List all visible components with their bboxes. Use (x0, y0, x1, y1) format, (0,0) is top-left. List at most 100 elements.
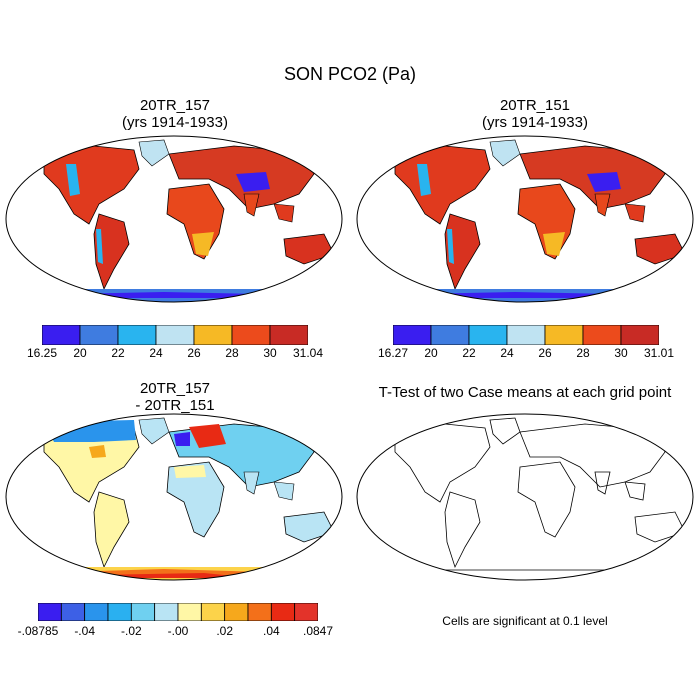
panel-1-title-line2: (yrs 1914-1933) (122, 114, 228, 131)
colorbar-swatch (42, 325, 81, 345)
panel-3-title: 20TR_157 - 20TR_151 (55, 380, 295, 414)
colorbar-tick-label: -.02 (120, 624, 142, 638)
colorbar-swatch (231, 325, 271, 345)
andes-cold (447, 229, 454, 264)
colorbar-swatch (247, 603, 272, 621)
south-america (444, 213, 481, 291)
panel-4-title: T-Test of two Case means at each grid po… (355, 384, 695, 401)
colorbar-tick-label: 22 (462, 346, 476, 360)
colorbar-tick-label: 31.04 (292, 346, 324, 360)
colorbar-tick-label: 24 (149, 346, 163, 360)
se-asia-outline (624, 481, 646, 501)
panel-3-title-line2: - 20TR_151 (135, 397, 215, 414)
colorbar-swatch (468, 325, 508, 345)
australia (283, 233, 335, 265)
se-asia (273, 203, 295, 223)
colorbar-swatch (130, 603, 156, 621)
africa-south (543, 232, 565, 256)
panel-1-title: 20TR_157 (yrs 1914-1933) (55, 97, 295, 131)
tibet-cold (587, 172, 621, 192)
colorbar-1 (42, 325, 308, 345)
india-outline (594, 471, 611, 495)
colorbar-swatch (84, 603, 109, 621)
colorbar-swatch (544, 325, 584, 345)
se-asia (624, 203, 646, 223)
colorbar-tick-label: 26 (538, 346, 552, 360)
colorbar-swatch (200, 603, 226, 621)
australia-outline (634, 511, 686, 543)
south-america (93, 491, 130, 569)
australia (634, 233, 686, 265)
colorbar-2 (393, 325, 659, 345)
colorbar-2-labels: 16.27 20 22 24 26 28 30 31.01 (378, 346, 674, 362)
africa-south (192, 232, 214, 256)
greenland (138, 139, 170, 167)
panel-2-title-line1: 20TR_151 (499, 97, 571, 114)
se-asia (273, 481, 295, 501)
india (243, 471, 260, 495)
colorbar-swatch (154, 603, 179, 621)
map-panel-1 (5, 135, 343, 303)
na-north-cold (44, 420, 136, 442)
colorbar-3 (38, 603, 318, 621)
colorbar-swatch (294, 603, 318, 621)
colorbar-swatch (224, 603, 249, 621)
india (243, 193, 260, 217)
colorbar-swatch (582, 325, 622, 345)
australia (283, 511, 335, 543)
north-america (394, 145, 491, 225)
north-america-outline (394, 423, 491, 503)
antarctica-inner (395, 292, 655, 298)
colorbar-swatch (38, 603, 62, 621)
panel-4-title-line1: T-Test of two Case means at each grid po… (378, 384, 672, 401)
south-america (93, 213, 130, 291)
colorbar-swatch (430, 325, 470, 345)
colorbar-tick-label: -.04 (74, 624, 95, 638)
panel-2-title: 20TR_151 (yrs 1914-1933) (415, 97, 655, 131)
colorbar-tick-label: 30 (263, 346, 277, 360)
figure-title: SON PCO2 (Pa) (283, 64, 417, 84)
india (594, 193, 611, 217)
colorbar-swatch (393, 325, 432, 345)
colorbar-tick-label: 26 (187, 346, 201, 360)
map-panel-3 (5, 413, 343, 581)
colorbar-swatch (270, 603, 296, 621)
panel-3-title-line1: 20TR_157 (139, 380, 211, 397)
greenland-outline (489, 417, 521, 445)
colorbar-tick-label: .0847 (302, 624, 334, 638)
colorbar-tick-label: 20 (424, 346, 438, 360)
colorbar-tick-label: 22 (111, 346, 125, 360)
colorbar-swatch (155, 325, 195, 345)
colorbar-swatch (177, 603, 202, 621)
colorbar-swatch (269, 325, 308, 345)
andes-cold (96, 229, 103, 264)
colorbar-tick-label: .02 (216, 624, 233, 638)
eurasia-outline (519, 423, 666, 488)
colorbar-swatch (79, 325, 119, 345)
colorbar-swatch (620, 325, 659, 345)
colorbar-tick-label: 24 (500, 346, 514, 360)
na-west-cold (66, 164, 80, 196)
colorbar-tick-label: 28 (576, 346, 590, 360)
tibet-cold (236, 172, 270, 192)
colorbar-1-labels: 16.25 20 22 24 26 28 30 31.04 (27, 346, 323, 362)
colorbar-tick-label: 16.25 (26, 346, 58, 360)
greenland (138, 417, 170, 445)
colorbar-swatch (506, 325, 546, 345)
colorbar-swatch (193, 325, 233, 345)
greenland (489, 139, 521, 167)
colorbar-tick-label: -.08785 (17, 624, 59, 638)
colorbar-swatch (117, 325, 157, 345)
africa-outline (517, 461, 576, 538)
antarctica-inner (44, 292, 304, 298)
colorbar-tick-label: -.00 (167, 624, 189, 638)
panel-1-title-line1: 20TR_157 (139, 97, 211, 114)
colorbar-tick-label: 20 (73, 346, 87, 360)
na-warm-spot (89, 445, 106, 458)
colorbar-tick-label: 28 (225, 346, 239, 360)
colorbar-swatch (107, 603, 132, 621)
colorbar-tick-label: 30 (614, 346, 628, 360)
south-america-outline (444, 491, 481, 569)
map-panel-2 (356, 135, 694, 303)
north-america (43, 145, 140, 225)
